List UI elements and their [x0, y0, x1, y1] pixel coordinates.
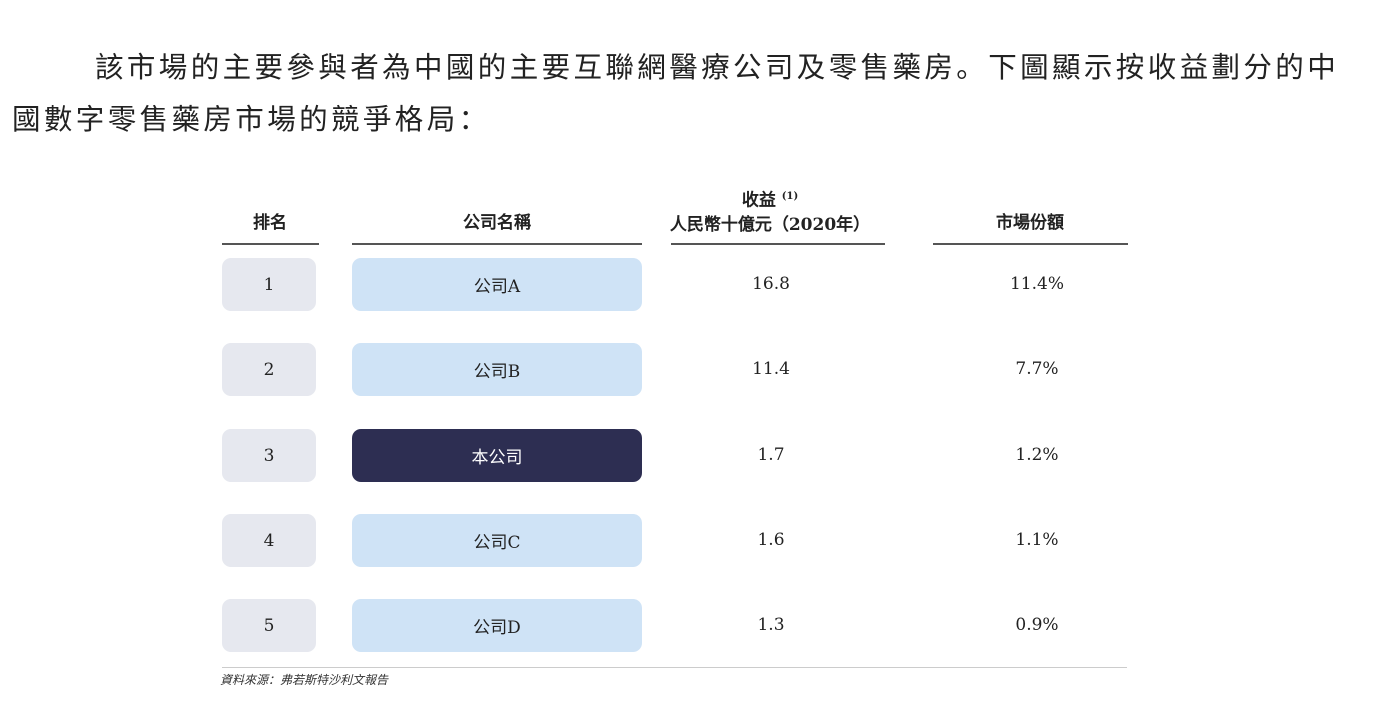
header-divider	[352, 243, 642, 245]
header-rank: 排名	[253, 213, 287, 233]
header-revenue-unit: 人民幣十億元（2020年）	[669, 214, 871, 235]
share-cell: 0.9%	[1015, 615, 1059, 635]
company-cell: 本公司	[352, 429, 642, 482]
header-divider	[671, 243, 885, 245]
revenue-cell: 1.6	[757, 530, 785, 550]
revenue-cell: 16.8	[752, 274, 790, 294]
rank-cell: 4	[222, 514, 316, 567]
rank-cell: 5	[222, 599, 316, 652]
share-cell: 11.4%	[1009, 274, 1064, 294]
header-revenue: 收益 (1) 人民幣十億元（2020年）	[640, 185, 900, 237]
company-cell: 公司B	[352, 343, 642, 396]
revenue-cell: 1.3	[757, 615, 785, 635]
company-cell: 公司D	[352, 599, 642, 652]
share-cell: 1.2%	[1015, 445, 1059, 465]
footer-divider	[222, 667, 1127, 668]
rank-cell: 3	[222, 429, 316, 482]
footnote-marker: (1)	[781, 191, 799, 202]
revenue-cell: 11.4	[752, 359, 790, 379]
header-divider	[933, 243, 1128, 245]
company-cell: 公司A	[352, 258, 642, 311]
share-cell: 7.7%	[1015, 359, 1059, 379]
share-cell: 1.1%	[1015, 530, 1059, 550]
header-share: 市場份額	[996, 213, 1064, 233]
header-divider	[222, 243, 319, 245]
source-note: 資料來源：弗若斯特沙利文報告	[220, 673, 389, 687]
intro-paragraph: 該市場的主要參與者為中國的主要互聯網醫療公司及零售藥房。下圖顯示按收益劃分的中國…	[12, 42, 1352, 146]
rank-cell: 1	[222, 258, 316, 311]
header-company: 公司名稱	[463, 213, 531, 233]
company-cell: 公司C	[352, 514, 642, 567]
revenue-cell: 1.7	[757, 445, 785, 465]
intro-text: 該市場的主要參與者為中國的主要互聯網醫療公司及零售藥房。下圖顯示按收益劃分的中國…	[12, 51, 1340, 136]
rank-cell: 2	[222, 343, 316, 396]
header-revenue-title: 收益	[741, 190, 776, 211]
